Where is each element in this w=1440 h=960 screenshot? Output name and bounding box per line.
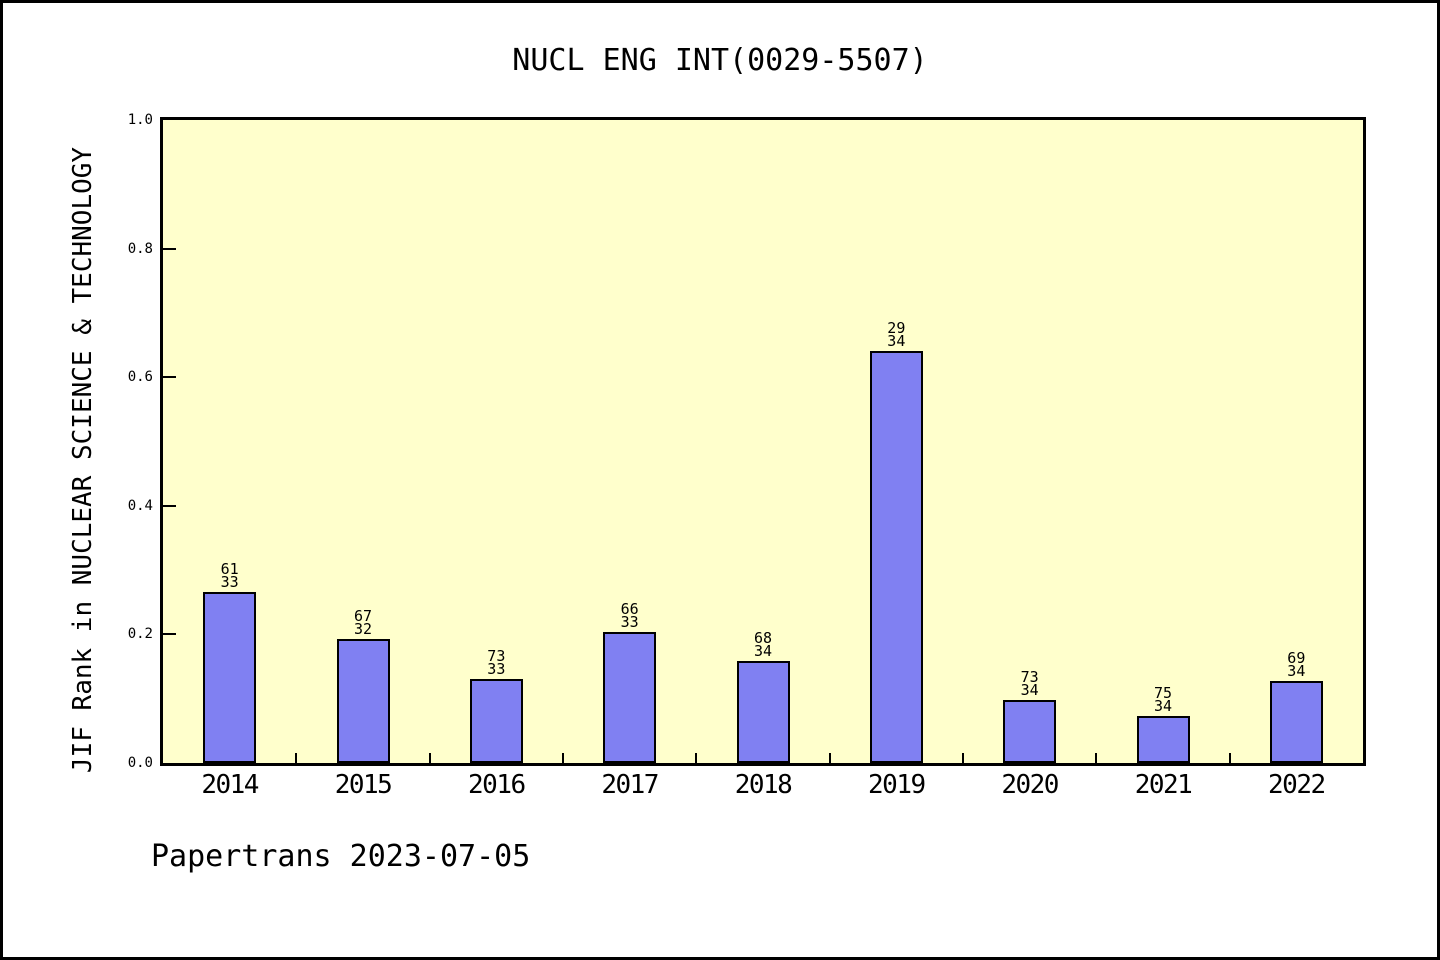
y-axis-tick-label: 1.0 <box>127 112 153 128</box>
bar-2019 <box>869 351 923 763</box>
x-axis-tick <box>1095 753 1098 763</box>
x-axis-tick-label-2022: 2022 <box>1268 770 1326 800</box>
x-axis-tick <box>695 753 698 763</box>
bar-rank-value: 61 <box>220 560 239 578</box>
bar-rank-value: 69 <box>1287 649 1306 667</box>
bar-rank-value: 75 <box>1153 684 1173 702</box>
bar-total-value: 34 <box>1153 697 1173 715</box>
bar-value-label-2019: 29 34 <box>836 319 956 350</box>
bar-rank-value: 29 <box>887 319 906 337</box>
y-axis-tick-label: 0.8 <box>127 240 153 257</box>
x-axis-tick-label-2015: 2015 <box>334 770 393 800</box>
bar-2020 <box>1003 700 1057 763</box>
x-axis-tick <box>1228 753 1231 763</box>
y-axis-tick-label: 0.2 <box>127 626 153 643</box>
x-axis-tick-label-2016: 2016 <box>468 770 526 800</box>
plot-inner: 61 33 67 32 73 33 66 33 68 34 29 34 73 34 75 34 69 34 <box>163 120 1363 763</box>
x-axis-tick-label-2017: 2017 <box>601 770 659 800</box>
y-axis-tick <box>163 633 176 636</box>
y-axis-tick-label: 0.4 <box>127 497 153 514</box>
x-axis-tick <box>828 753 831 763</box>
bar-value-label-2018: 68 34 <box>703 629 823 660</box>
chart-title: NUCL ENG INT(0029-5507) <box>512 43 928 78</box>
bar-2018 <box>736 661 790 763</box>
bar-total-value: 34 <box>1287 662 1306 680</box>
bar-rank-value: 67 <box>353 607 373 625</box>
bar-2017 <box>603 632 657 763</box>
bar-rank-value: 68 <box>753 629 773 647</box>
bar-total-value: 33 <box>620 613 639 631</box>
bar-2022 <box>1269 681 1323 763</box>
bar-total-value: 33 <box>487 660 506 678</box>
bar-rank-value: 73 <box>487 647 506 665</box>
x-axis-tick <box>428 753 431 763</box>
bar-value-label-2016: 73 33 <box>436 647 556 678</box>
y-axis-tick <box>163 504 176 507</box>
x-axis-tick-label-2021: 2021 <box>1134 770 1193 800</box>
x-axis-tick-label-2018: 2018 <box>734 770 793 800</box>
bar-total-value: 33 <box>220 573 239 591</box>
bar-value-label-2015: 67 32 <box>303 607 423 638</box>
bar-total-value: 34 <box>887 332 906 350</box>
x-axis-tick <box>295 753 298 763</box>
y-axis-tick-label: 0.0 <box>127 755 153 771</box>
bar-2016 <box>469 679 523 763</box>
bar-value-label-2021: 75 34 <box>1103 684 1223 715</box>
x-axis-tick-label-2020: 2020 <box>1001 770 1059 800</box>
bar-value-label-2022: 69 34 <box>1236 649 1356 680</box>
bar-value-label-2020: 73 34 <box>970 668 1090 699</box>
plot-area: 61 33 67 32 73 33 66 33 68 34 29 34 73 34 75 34 69 34 <box>160 117 1366 766</box>
bar-rank-value: 66 <box>620 600 639 618</box>
bar-value-label-2017: 66 33 <box>570 600 690 631</box>
y-axis-tick <box>163 247 176 250</box>
bar-value-label-2014: 61 33 <box>170 560 290 591</box>
y-axis-tick <box>163 376 176 379</box>
bar-total-value: 32 <box>353 620 373 638</box>
x-axis-tick-label-2019: 2019 <box>868 770 926 800</box>
x-axis-tick <box>962 753 964 763</box>
bar-2021 <box>1136 716 1190 763</box>
x-axis-tick-label-2014: 2014 <box>201 770 259 800</box>
footer-watermark: Papertrans 2023-07-05 <box>151 839 531 874</box>
bar-2015 <box>336 639 390 763</box>
bar-2014 <box>203 592 257 763</box>
bar-total-value: 34 <box>753 642 773 660</box>
y-axis-tick-label: 0.6 <box>127 369 153 386</box>
bar-rank-value: 73 <box>1020 668 1039 686</box>
bar-total-value: 34 <box>1020 681 1039 699</box>
x-axis-tick <box>562 753 564 763</box>
